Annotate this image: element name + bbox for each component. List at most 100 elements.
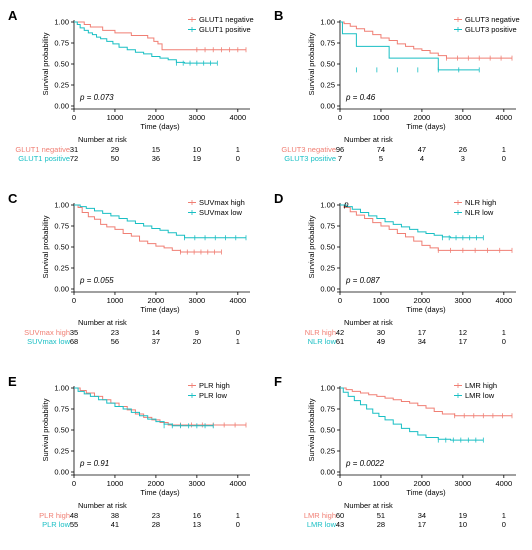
risk-count: 0 xyxy=(236,154,240,163)
risk-count: 36 xyxy=(152,154,160,163)
risk-row-label: LMR high xyxy=(304,511,336,520)
y-tick-label: 0.00 xyxy=(54,102,69,111)
x-axis-title: Time (days) xyxy=(406,122,446,131)
y-tick-label: 0.75 xyxy=(54,222,69,231)
risk-row-level: high xyxy=(320,328,336,337)
y-tick-label: 0.00 xyxy=(54,285,69,294)
risk-row-group: NLR xyxy=(308,337,324,346)
risk-row-group: SUVmax xyxy=(24,328,54,337)
risk-count: 34 xyxy=(418,511,426,520)
x-tick-label: 0 xyxy=(338,479,342,488)
survival-curve-1 xyxy=(74,204,246,239)
y-axis-title: Survival probability xyxy=(307,398,316,461)
y-tick-label: 0.00 xyxy=(320,285,335,294)
x-tick-label: 2000 xyxy=(148,479,165,488)
y-tick-label: 0.25 xyxy=(54,81,69,90)
risk-count: 72 xyxy=(70,154,78,163)
x-axis-title: Time (days) xyxy=(140,488,180,497)
risk-row-label: GLUT3 positive xyxy=(284,154,336,163)
p-value: p = 0.055 xyxy=(79,276,114,285)
y-tick-label: 0.50 xyxy=(54,426,69,435)
risk-row-level: low xyxy=(57,520,71,529)
x-tick-label: 3000 xyxy=(455,113,472,122)
risk-count: 49 xyxy=(377,337,385,346)
risk-count: 17 xyxy=(459,337,467,346)
x-axis-title: Time (days) xyxy=(406,488,446,497)
risk-count: 51 xyxy=(377,511,385,520)
x-tick-label: 3000 xyxy=(189,296,206,305)
risk-count: 1 xyxy=(236,145,240,154)
risk-count: 1 xyxy=(502,511,506,520)
panel-letter: D xyxy=(274,191,283,206)
risk-count: 3 xyxy=(461,154,465,163)
risk-table-header: Number at risk xyxy=(344,318,393,327)
survival-curve-1 xyxy=(340,387,484,441)
risk-row-label: NLR high xyxy=(305,328,336,337)
risk-count: 50 xyxy=(111,154,119,163)
p-value: p = 0.0022 xyxy=(345,459,385,468)
panel-a: A 0.00 0.25 0.50 0.75 1.00 0 1000 2000 3000 4000 Ti… xyxy=(8,8,254,163)
risk-row-level: positive xyxy=(42,154,70,163)
risk-count: 41 xyxy=(111,520,119,529)
survival-curve-1 xyxy=(74,21,218,64)
x-tick-label: 1000 xyxy=(107,479,124,488)
y-tick-label: 0.75 xyxy=(320,405,335,414)
y-tick-label: 0.75 xyxy=(54,39,69,48)
risk-row-level: negative xyxy=(306,145,336,154)
risk-count: 7 xyxy=(338,154,342,163)
risk-count: 0 xyxy=(236,520,240,529)
y-axis-title: Survival probability xyxy=(41,215,50,278)
risk-row-label: GLUT1 negative xyxy=(15,145,70,154)
legend-label: NLR high xyxy=(465,198,496,207)
x-tick-label: 0 xyxy=(72,479,76,488)
risk-row-level: low xyxy=(323,520,337,529)
survival-curve-0 xyxy=(74,204,222,253)
survival-curve-1 xyxy=(340,21,480,71)
y-tick-label: 1.00 xyxy=(320,18,335,27)
x-tick-label: 3000 xyxy=(455,479,472,488)
risk-count: 1 xyxy=(502,328,506,337)
y-tick-label: 0.75 xyxy=(54,405,69,414)
risk-count: 61 xyxy=(336,337,344,346)
risk-row-label: GLUT3 negative xyxy=(281,145,336,154)
risk-count: 23 xyxy=(111,328,119,337)
risk-count: 0 xyxy=(236,328,240,337)
x-tick-label: 1000 xyxy=(107,113,124,122)
legend-label: PLR high xyxy=(199,381,230,390)
risk-row-group: SUVmax xyxy=(27,337,57,346)
risk-count: 96 xyxy=(336,145,344,154)
risk-count: 19 xyxy=(193,154,201,163)
y-axis-title: Survival probability xyxy=(41,398,50,461)
x-tick-label: 2000 xyxy=(148,113,165,122)
x-tick-label: 4000 xyxy=(229,479,246,488)
legend-label: NLR low xyxy=(465,208,494,217)
risk-count: 17 xyxy=(418,328,426,337)
x-axis-title: Time (days) xyxy=(140,305,180,314)
risk-row-level: low xyxy=(57,337,71,346)
risk-count: 56 xyxy=(111,337,119,346)
risk-count: 10 xyxy=(193,145,201,154)
risk-row-level: positive xyxy=(308,154,336,163)
x-tick-label: 1000 xyxy=(373,479,390,488)
x-tick-label: 0 xyxy=(338,296,342,305)
x-tick-label: 1000 xyxy=(107,296,124,305)
risk-count: 31 xyxy=(70,145,78,154)
risk-count: 74 xyxy=(377,145,385,154)
survival-curve-0 xyxy=(340,21,512,59)
legend-label: GLUT3 positive xyxy=(465,25,517,34)
y-tick-label: 1.00 xyxy=(54,384,69,393)
curve-annotation: p xyxy=(343,200,349,209)
panel-d: D 0.00 0.25 0.50 0.75 1.00 0 1000 2000 3000 4000 Ti… xyxy=(274,191,516,346)
x-tick-label: 4000 xyxy=(495,296,512,305)
risk-count: 38 xyxy=(111,511,119,520)
panel-e: E 0.00 0.25 0.50 0.75 1.00 0 1000 2000 3000 4000 Ti… xyxy=(8,374,250,529)
risk-count: 55 xyxy=(70,520,78,529)
y-tick-label: 0.25 xyxy=(54,264,69,273)
y-tick-label: 1.00 xyxy=(54,201,69,210)
y-axis-title: Survival probability xyxy=(307,32,316,95)
y-tick-label: 0.00 xyxy=(54,468,69,477)
survival-curve-0 xyxy=(74,387,246,426)
x-tick-label: 4000 xyxy=(229,296,246,305)
risk-table-header: Number at risk xyxy=(78,318,127,327)
